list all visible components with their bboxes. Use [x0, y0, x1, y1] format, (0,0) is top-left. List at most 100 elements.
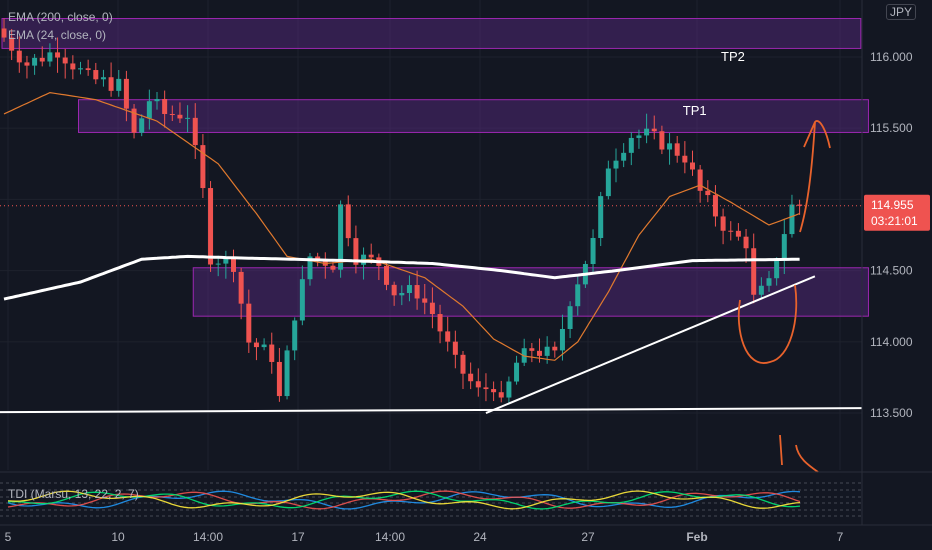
candle-body — [299, 279, 305, 321]
candle-body — [32, 57, 38, 66]
candle-body — [605, 168, 611, 197]
candle-body — [621, 152, 627, 161]
candle-body — [774, 260, 780, 279]
candle-body — [146, 101, 152, 119]
candle-body — [406, 285, 412, 294]
ema24-legend[interactable]: EMA (24, close, 0) — [8, 28, 107, 42]
candle-body — [154, 99, 160, 102]
price-tag-value: 114.955 — [871, 198, 914, 212]
candle-body — [559, 328, 565, 351]
time-tick-label: Feb — [686, 530, 707, 544]
hand-drawn-arrow — [799, 120, 831, 233]
candle-body — [414, 285, 420, 299]
candle-body — [659, 131, 665, 150]
candle-body — [353, 238, 359, 265]
candle-body — [697, 169, 703, 191]
candle-body — [674, 143, 680, 156]
ema200-legend[interactable]: EMA (200, close, 0) — [8, 10, 113, 24]
candle-body — [9, 37, 15, 51]
candle-body — [766, 278, 772, 286]
candle-body — [575, 284, 581, 307]
candle-body — [292, 320, 298, 351]
lines-layer — [3, 91, 800, 361]
candle-body — [644, 128, 650, 136]
candle-body — [506, 381, 512, 398]
candle-body — [468, 373, 474, 382]
candle-body — [200, 145, 206, 189]
trendline — [485, 275, 816, 414]
candle-body — [735, 230, 741, 237]
candle-body — [276, 361, 282, 397]
time-tick-label: 5 — [5, 530, 12, 544]
candle-body — [429, 302, 435, 315]
candle-body — [192, 117, 198, 146]
candle-body — [758, 285, 764, 295]
candle-body — [690, 162, 695, 170]
hand-drawn-marks — [779, 434, 819, 473]
candle-body — [483, 387, 489, 390]
candle-body — [284, 350, 290, 397]
candle-body — [422, 298, 428, 303]
candle-body — [330, 265, 336, 270]
candle-body — [85, 68, 91, 71]
candle-body — [169, 114, 175, 116]
candle-body — [475, 381, 481, 388]
support-line — [0, 407, 863, 414]
candle-body — [544, 346, 550, 356]
annotation-label: TP1 — [683, 103, 707, 118]
candle-body — [93, 70, 99, 80]
time-tick-label: 10 — [111, 530, 125, 544]
candle-body — [62, 57, 68, 64]
candle-body — [628, 137, 634, 153]
candle-body — [636, 135, 642, 138]
candle-body — [797, 204, 803, 206]
ema200-line — [3, 254, 800, 301]
price-tick-label: 116.000 — [870, 50, 913, 64]
time-tick-label: 14:00 — [375, 530, 405, 544]
candle-body — [514, 362, 520, 382]
candle-body — [116, 78, 122, 91]
candle-body — [384, 265, 389, 285]
candle-body — [223, 257, 229, 264]
candle-body — [491, 389, 497, 393]
labels-layer: TP2 TP1 — [683, 49, 745, 118]
candle-body — [162, 99, 168, 115]
candle-body — [24, 62, 30, 66]
price-tag-countdown: 03:21:01 — [871, 214, 918, 228]
candle-body — [728, 230, 734, 232]
price-tick-label: 114.500 — [870, 264, 913, 278]
candle-body — [781, 234, 787, 261]
candle-body — [100, 77, 106, 80]
candle-body — [185, 117, 191, 119]
candle-body — [720, 216, 726, 231]
candle-body — [261, 344, 267, 348]
candle-body — [705, 190, 711, 196]
price-tick-label: 113.500 — [870, 406, 913, 420]
grid-lines — [0, 0, 862, 470]
candle-body — [460, 354, 466, 374]
tdi-legend[interactable]: TDI (Marsu, 13, 22, 2, 7) — [8, 487, 139, 501]
time-tick-label: 17 — [291, 530, 305, 544]
candle-body — [70, 63, 76, 70]
annotation-label: TP2 — [721, 49, 745, 64]
drawings-layer — [0, 120, 863, 473]
candle-body — [399, 293, 405, 296]
candle-body — [682, 155, 688, 163]
zone-box — [1, 18, 862, 49]
candle-body — [498, 392, 504, 398]
price-tick-label: 114.000 — [870, 335, 913, 349]
tdi-panel — [0, 471, 932, 517]
tdi-line — [7, 490, 801, 510]
candle-body — [789, 204, 795, 235]
candle-body — [437, 314, 443, 332]
candle-body — [39, 57, 45, 62]
candle-body — [47, 52, 53, 62]
tdi-line — [7, 490, 801, 510]
currency-badge[interactable]: JPY — [886, 4, 917, 20]
candle-body — [598, 196, 604, 238]
candle-body — [537, 350, 542, 356]
candle-body — [445, 331, 451, 342]
price-tick-label: 115.500 — [870, 121, 913, 135]
candle-body — [452, 341, 458, 355]
